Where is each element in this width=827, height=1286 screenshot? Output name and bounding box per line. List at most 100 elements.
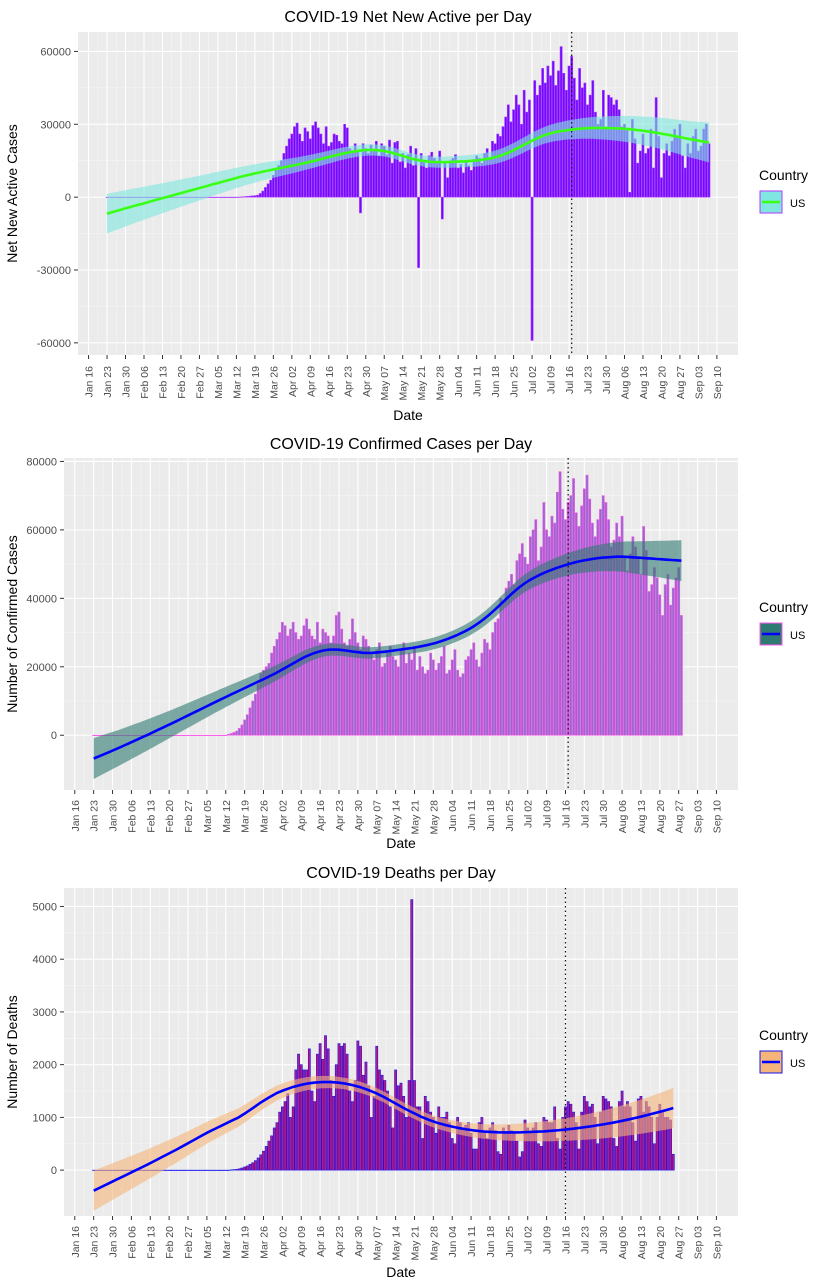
bar <box>542 1117 546 1171</box>
bar <box>554 85 558 198</box>
bar <box>343 123 346 198</box>
bar <box>340 1045 344 1171</box>
bar <box>248 195 251 198</box>
bar <box>254 693 257 736</box>
x-tick-label: Aug 06 <box>617 1226 629 1259</box>
bar <box>250 195 254 198</box>
bar <box>356 642 360 736</box>
bar <box>291 621 295 736</box>
x-tick-label: Jul 09 <box>542 800 554 828</box>
chart-net-new-active: -60000 -30000 0 30000 60000 Jan 16 Jan 23 Jan 3… <box>4 9 808 423</box>
bar <box>469 649 473 736</box>
bar <box>542 502 546 736</box>
bar <box>280 1106 284 1171</box>
bar <box>683 167 687 198</box>
bar <box>615 522 619 736</box>
bar <box>547 536 551 736</box>
x-tick-label: Apr 23 <box>342 366 354 397</box>
bar <box>467 656 470 736</box>
bar <box>413 645 416 736</box>
bar <box>446 177 449 198</box>
x-tick-label: May 28 <box>435 366 447 401</box>
bar <box>367 1085 371 1171</box>
bar <box>291 1106 295 1171</box>
x-tick-label: Jun 04 <box>447 1226 459 1258</box>
bar <box>609 1106 613 1171</box>
bar <box>316 1053 319 1171</box>
bar <box>485 148 489 198</box>
x-tick-label: May 07 <box>379 366 391 401</box>
bar <box>356 151 360 198</box>
bar <box>280 621 284 736</box>
x-tick-label: Jul 09 <box>542 1226 554 1254</box>
bar <box>669 604 672 736</box>
bar <box>399 1082 403 1171</box>
bar <box>459 164 463 198</box>
bar <box>520 543 524 736</box>
bar <box>652 167 655 198</box>
plot-area <box>92 471 683 779</box>
x-tick-label: Mar 05 <box>202 1226 214 1259</box>
bar <box>642 526 646 736</box>
bar <box>663 584 667 736</box>
bar <box>617 536 621 736</box>
y-tick-label: 80000 <box>26 456 57 468</box>
bar <box>628 553 632 736</box>
bar <box>380 666 384 736</box>
bar <box>666 574 670 736</box>
x-tick-label: Feb 20 <box>164 800 176 833</box>
bar <box>399 649 403 736</box>
bar <box>411 165 415 198</box>
y-tick-label: 5000 <box>33 901 57 913</box>
bar <box>351 1101 354 1171</box>
x-tick-label: May 28 <box>428 1226 440 1261</box>
x-tick-label: Aug 06 <box>617 800 629 833</box>
bar <box>453 649 457 736</box>
y-tick-label: 4000 <box>33 954 57 966</box>
x-tick-label: Jul 02 <box>523 800 535 828</box>
bar <box>450 659 454 736</box>
x-tick-label: Jul 16 <box>564 366 576 394</box>
bar <box>445 1111 449 1171</box>
bar <box>472 1148 476 1171</box>
bar <box>491 140 494 198</box>
bar <box>523 556 527 736</box>
bar <box>278 632 282 736</box>
bar <box>243 1166 247 1171</box>
bar <box>415 669 419 736</box>
bar <box>390 162 394 198</box>
bar <box>262 669 265 736</box>
bar <box>321 1059 325 1171</box>
bar <box>380 1074 384 1171</box>
x-tick-label: Sep 10 <box>711 800 723 833</box>
x-tick-label: Jul 16 <box>560 800 572 828</box>
bar <box>477 666 481 736</box>
bar <box>407 1080 411 1171</box>
bar <box>461 673 465 736</box>
x-tick-label: Feb 27 <box>194 366 206 399</box>
bar <box>429 652 433 736</box>
bar <box>330 142 333 198</box>
bar <box>440 1117 443 1171</box>
bar <box>496 133 500 198</box>
x-tick-label: May 14 <box>391 1226 403 1261</box>
bar <box>529 536 532 736</box>
bar <box>518 1156 522 1171</box>
bar <box>283 625 287 736</box>
bar <box>502 601 505 736</box>
bar <box>353 143 357 198</box>
bar <box>334 1064 338 1171</box>
bar <box>677 567 681 736</box>
bar <box>480 162 484 198</box>
bar <box>545 529 548 736</box>
bar <box>617 109 621 198</box>
bar <box>569 495 573 736</box>
bar <box>364 1061 368 1171</box>
bar <box>307 1048 311 1171</box>
bar <box>345 1053 349 1171</box>
bar <box>337 611 341 736</box>
x-tick-label: Jun 18 <box>485 1226 497 1258</box>
bar <box>429 1111 433 1171</box>
x-tick-label: Aug 13 <box>636 800 648 833</box>
confidence-band <box>107 115 709 234</box>
